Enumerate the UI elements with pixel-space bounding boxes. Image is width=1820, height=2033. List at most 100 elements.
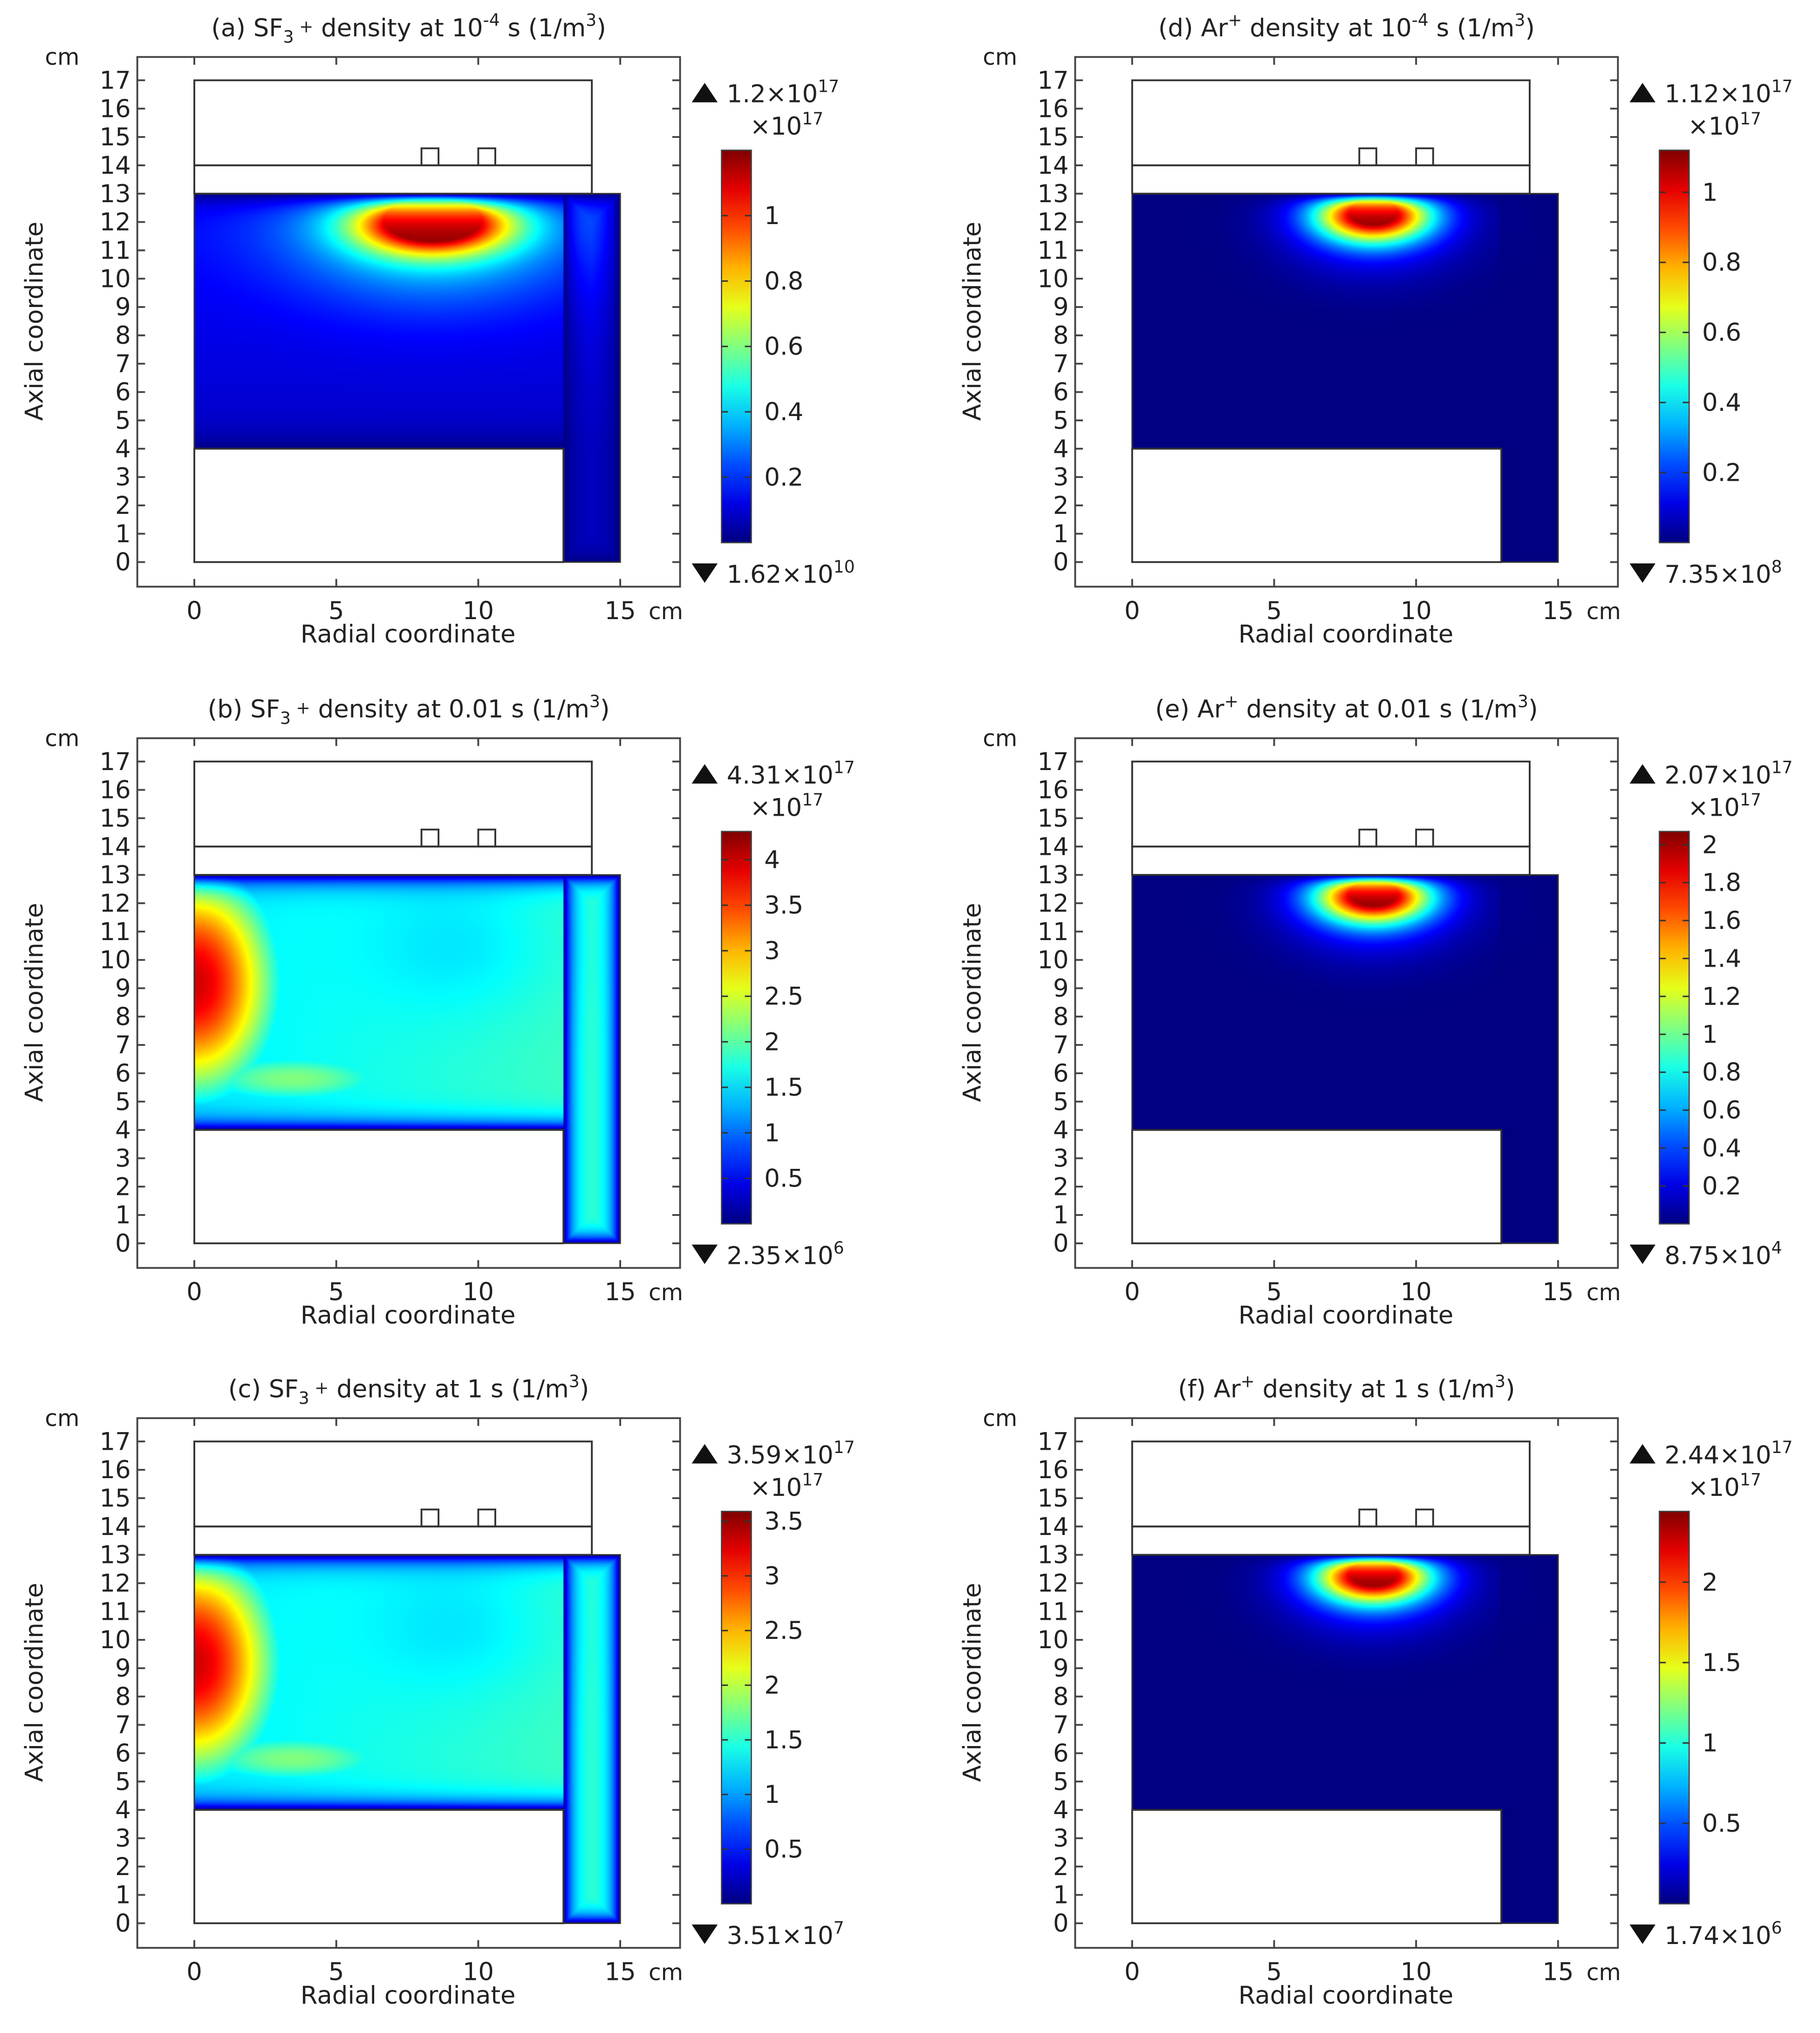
colorbar-tick-label: 1: [764, 1781, 780, 1809]
x-tick-label: 5: [1266, 1958, 1282, 1986]
min-marker-icon: [691, 1244, 718, 1264]
colorbar-tick-label: 0.5: [764, 1835, 803, 1863]
y-tick-label: 3: [115, 1824, 131, 1853]
colorbar-tick-label: 0.6: [764, 333, 803, 361]
x-axis-label: Radial coordinate: [301, 1981, 516, 2010]
panel-b: (b) SF3 + density at 0.01 s (1/m3)012345…: [21, 691, 855, 1330]
colorbar-tick-label: 1: [1702, 1020, 1718, 1049]
y-tick-label: 4: [1053, 1116, 1069, 1145]
y-tick-label: 17: [1037, 66, 1068, 95]
y-tick-label: 17: [100, 66, 131, 95]
x-unit-label: cm: [1587, 1960, 1621, 1986]
y-tick-label: 15: [1037, 1484, 1068, 1513]
panel-title: (b) SF3 + density at 0.01 s (1/m3): [208, 691, 610, 728]
y-tick-label: 16: [100, 776, 131, 805]
y-tick-label: 8: [1053, 321, 1069, 350]
x-tick-label: 5: [1266, 597, 1282, 625]
colorbar-tick-label: 1.5: [764, 1073, 803, 1102]
colorbar-tick-label: 0.6: [1702, 319, 1741, 347]
y-tick-label: 5: [1053, 406, 1069, 435]
y-tick-label: 0: [115, 1909, 131, 1937]
colorbar-scale: ×1017: [750, 1470, 823, 1502]
colorbar-tick-label: 0.4: [1702, 389, 1741, 417]
y-tick-label: 14: [100, 1513, 131, 1541]
colorbar-max: 2.44×1017: [1664, 1437, 1793, 1469]
min-marker-icon: [691, 563, 718, 583]
y-axis-label: Axial coordinate: [21, 222, 49, 421]
coil-2: [1415, 828, 1434, 848]
y-tick-label: 15: [1037, 123, 1068, 151]
y-unit-label: cm: [983, 725, 1017, 751]
panel-title: (f) Ar+ density at 1 s (1/m3): [1178, 1371, 1515, 1403]
y-unit-label: cm: [983, 44, 1017, 70]
y-tick-label: 17: [100, 1427, 131, 1456]
x-tick-label: 0: [1124, 597, 1140, 625]
colorbar-tick-label: 0.2: [1702, 458, 1741, 487]
y-tick-label: 3: [1053, 1824, 1069, 1853]
y-tick-label: 10: [1037, 946, 1068, 975]
substrate-block: [193, 448, 565, 563]
x-tick-label: 0: [1124, 1278, 1140, 1306]
y-tick-label: 10: [100, 265, 131, 293]
y-tick-label: 16: [1037, 1456, 1068, 1484]
colorbar-tick-label: 1.2: [1702, 982, 1741, 1011]
y-tick-label: 9: [115, 293, 131, 321]
colorbar-scale: ×1017: [1688, 1470, 1761, 1502]
x-unit-label: cm: [649, 1960, 683, 1986]
min-marker-icon: [1629, 563, 1656, 583]
y-tick-label: 13: [100, 861, 131, 889]
y-tick-label: 5: [115, 1088, 131, 1116]
y-axis-label: Axial coordinate: [21, 1583, 49, 1782]
y-tick-label: 6: [115, 378, 131, 407]
y-tick-label: 12: [1037, 208, 1068, 237]
y-tick-label: 15: [100, 123, 131, 151]
x-tick-label: 5: [1266, 1278, 1282, 1306]
y-tick-label: 11: [1037, 236, 1068, 265]
colorbar-tick-label: 1.5: [764, 1726, 803, 1754]
colorbar-tick-label: 0.8: [1702, 248, 1741, 277]
panel-title: (e) Ar+ density at 0.01 s (1/m3): [1155, 691, 1538, 723]
x-axis-label: Radial coordinate: [301, 620, 516, 648]
coil-1: [420, 1508, 440, 1528]
y-tick-label: 7: [115, 350, 131, 378]
y-tick-label: 2: [1053, 1853, 1069, 1881]
y-tick-label: 5: [115, 1767, 131, 1796]
y-tick-label: 13: [100, 1541, 131, 1569]
colorbar-max: 3.59×1017: [727, 1437, 855, 1469]
y-tick-label: 9: [115, 1654, 131, 1683]
y-tick-label: 7: [115, 1711, 131, 1740]
colorbar-tick-label: 4: [764, 846, 780, 874]
y-tick-label: 10: [1037, 265, 1068, 293]
y-tick-label: 2: [115, 1853, 131, 1881]
y-tick-label: 3: [1053, 463, 1069, 491]
colorbar-tick-label: 1.8: [1702, 869, 1741, 897]
x-tick-label: 10: [1401, 1958, 1432, 1986]
substrate-block: [193, 1129, 565, 1244]
y-tick-label: 1: [115, 520, 131, 548]
max-marker-icon: [691, 764, 718, 784]
substrate-block: [1131, 448, 1502, 563]
panel-title: (d) Ar+ density at 10-4 s (1/m3): [1158, 10, 1535, 42]
colorbar-min: 3.51×107: [727, 1918, 844, 1950]
max-marker-icon: [691, 1444, 718, 1464]
x-tick-label: 10: [463, 597, 494, 625]
colorbar-tick-label: 2: [1702, 1568, 1718, 1596]
x-unit-label: cm: [649, 599, 683, 625]
min-marker-icon: [1629, 1924, 1656, 1944]
x-tick-label: 5: [328, 1958, 344, 1986]
x-tick-label: 0: [186, 1958, 202, 1986]
x-axis-label: Radial coordinate: [1238, 620, 1454, 648]
y-tick-label: 5: [1053, 1767, 1069, 1796]
colorbar-tick-label: 1.6: [1702, 907, 1741, 935]
y-tick-label: 9: [1053, 974, 1069, 1003]
y-axis-label: Axial coordinate: [958, 222, 987, 421]
y-tick-label: 1: [1053, 1201, 1069, 1229]
y-unit-label: cm: [45, 725, 79, 751]
y-axis-label: Axial coordinate: [958, 903, 987, 1102]
y-tick-label: 15: [1037, 804, 1068, 832]
y-tick-label: 14: [100, 151, 131, 180]
colorbar-min: 1.74×106: [1664, 1918, 1782, 1950]
y-tick-label: 1: [115, 1201, 131, 1229]
colorbar-scale: ×1017: [1688, 109, 1761, 141]
x-unit-label: cm: [1587, 1280, 1621, 1306]
